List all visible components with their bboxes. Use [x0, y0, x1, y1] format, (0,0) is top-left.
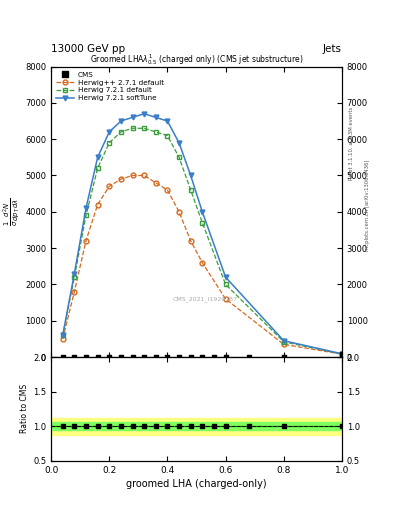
Point — [141, 353, 147, 361]
Point — [129, 422, 136, 430]
Point — [71, 353, 77, 361]
Legend: CMS, Herwig++ 2.7.1 default, Herwig 7.2.1 default, Herwig 7.2.1 softTune: CMS, Herwig++ 2.7.1 default, Herwig 7.2.… — [55, 70, 165, 103]
Point — [246, 353, 252, 361]
Point — [60, 422, 66, 430]
Y-axis label: $\frac{1}{\sigma}\frac{d^2N}{dp_T\,d\lambda}$: $\frac{1}{\sigma}\frac{d^2N}{dp_T\,d\lam… — [2, 198, 22, 226]
Y-axis label: Ratio to CMS: Ratio to CMS — [20, 385, 29, 434]
Point — [118, 353, 124, 361]
Point — [129, 353, 136, 361]
Point — [176, 422, 182, 430]
Point — [83, 353, 89, 361]
Point — [281, 422, 287, 430]
Title: Groomed LHA$\lambda^{1}_{0.5}$ (charged only) (CMS jet substructure): Groomed LHA$\lambda^{1}_{0.5}$ (charged … — [90, 52, 303, 67]
Bar — [51, 422, 342, 431]
Point — [164, 422, 171, 430]
X-axis label: groomed LHA (charged-only): groomed LHA (charged-only) — [126, 479, 267, 489]
Point — [118, 422, 124, 430]
Point — [339, 350, 345, 358]
Point — [164, 353, 171, 361]
Point — [222, 353, 229, 361]
Point — [176, 353, 182, 361]
Point — [281, 353, 287, 361]
Bar — [51, 418, 342, 435]
Text: 13000 GeV pp: 13000 GeV pp — [51, 44, 125, 54]
Point — [187, 422, 194, 430]
Point — [106, 422, 112, 430]
Point — [199, 353, 206, 361]
Text: Rivet 3.1.10, ≥ 3.3M events: Rivet 3.1.10, ≥ 3.3M events — [349, 106, 354, 180]
Point — [199, 422, 206, 430]
Point — [187, 353, 194, 361]
Point — [211, 422, 217, 430]
Point — [71, 422, 77, 430]
Point — [106, 353, 112, 361]
Point — [94, 422, 101, 430]
Point — [339, 422, 345, 430]
Text: mcplots.cern.ch [arXiv:1306.3436]: mcplots.cern.ch [arXiv:1306.3436] — [365, 159, 370, 250]
Point — [152, 353, 159, 361]
Point — [141, 422, 147, 430]
Point — [222, 422, 229, 430]
Point — [152, 422, 159, 430]
Text: CMS_2021_I1920187: CMS_2021_I1920187 — [173, 296, 238, 302]
Point — [94, 353, 101, 361]
Point — [246, 422, 252, 430]
Text: Jets: Jets — [323, 44, 342, 54]
Point — [83, 422, 89, 430]
Point — [211, 353, 217, 361]
Point — [60, 353, 66, 361]
